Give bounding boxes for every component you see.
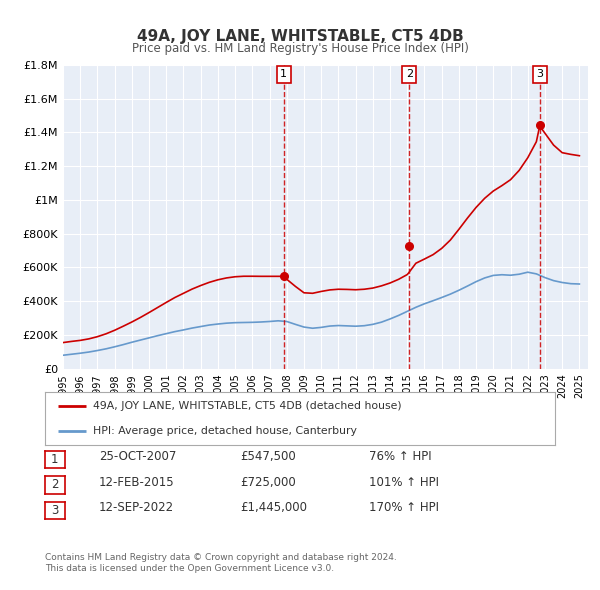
Text: 12-FEB-2015: 12-FEB-2015 <box>99 476 175 489</box>
Text: £547,500: £547,500 <box>240 450 296 463</box>
Text: This data is licensed under the Open Government Licence v3.0.: This data is licensed under the Open Gov… <box>45 564 334 573</box>
Text: HPI: Average price, detached house, Canterbury: HPI: Average price, detached house, Cant… <box>94 425 358 435</box>
Text: Contains HM Land Registry data © Crown copyright and database right 2024.: Contains HM Land Registry data © Crown c… <box>45 553 397 562</box>
Text: 76% ↑ HPI: 76% ↑ HPI <box>369 450 431 463</box>
Text: 101% ↑ HPI: 101% ↑ HPI <box>369 476 439 489</box>
Text: 3: 3 <box>536 70 544 80</box>
Text: £725,000: £725,000 <box>240 476 296 489</box>
Text: Price paid vs. HM Land Registry's House Price Index (HPI): Price paid vs. HM Land Registry's House … <box>131 42 469 55</box>
Text: 2: 2 <box>406 70 413 80</box>
Text: 1: 1 <box>51 453 59 466</box>
Text: £1,445,000: £1,445,000 <box>240 501 307 514</box>
Text: 25-OCT-2007: 25-OCT-2007 <box>99 450 176 463</box>
Text: 3: 3 <box>51 504 59 517</box>
Text: 170% ↑ HPI: 170% ↑ HPI <box>369 501 439 514</box>
Text: 1: 1 <box>280 70 287 80</box>
Text: 2: 2 <box>51 478 59 491</box>
Text: 12-SEP-2022: 12-SEP-2022 <box>99 501 174 514</box>
Text: 49A, JOY LANE, WHITSTABLE, CT5 4DB: 49A, JOY LANE, WHITSTABLE, CT5 4DB <box>137 29 463 44</box>
Text: 49A, JOY LANE, WHITSTABLE, CT5 4DB (detached house): 49A, JOY LANE, WHITSTABLE, CT5 4DB (deta… <box>94 401 402 411</box>
